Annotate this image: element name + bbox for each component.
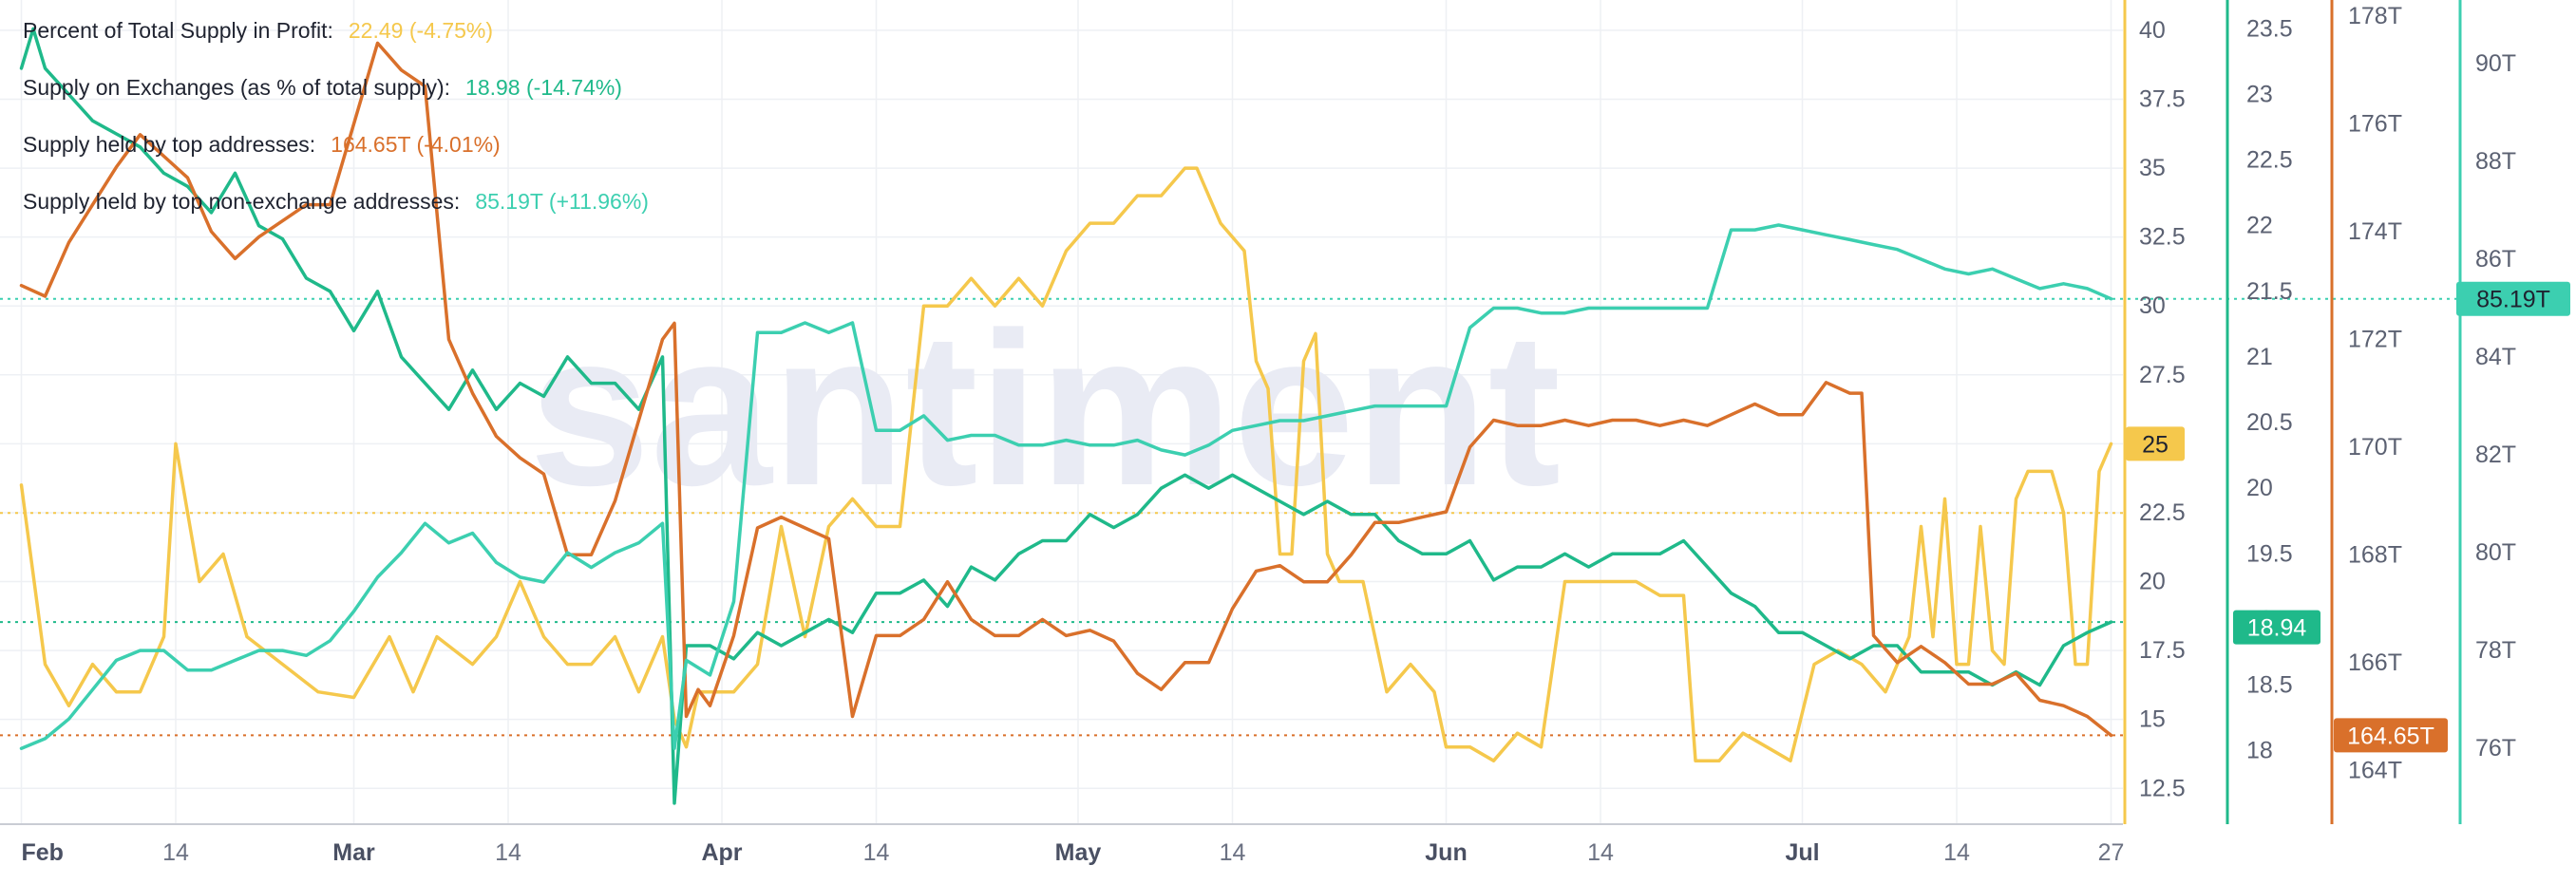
y-tick-label-nonexchange: 88T [2475,148,2516,175]
x-tick-label: Jun [1425,839,1467,866]
y-tick-label-exchanges: 21.5 [2246,278,2293,305]
x-tick-label: Jul [1785,839,1819,866]
legend-value: 22.49 (-4.75%) [348,18,494,43]
series-line-profit [19,166,2113,762]
legend-item-exchanges: Supply on Exchanges (as % of total suppl… [23,75,622,101]
series-line-nonexchange [19,223,2113,750]
y-tick-label-exchanges: 21 [2246,344,2273,370]
legend-label: Supply held by top addresses: [23,132,316,157]
y-tick-label-profit: 17.5 [2139,637,2186,664]
legend-label: Supply on Exchanges (as % of total suppl… [23,75,451,100]
y-tick-label-profit: 35 [2139,155,2166,181]
y-tick-label-top: 176T [2348,110,2402,137]
value-badge-nonexchange: 85.19T [2476,287,2550,313]
y-tick-label-exchanges: 23 [2246,82,2273,108]
y-tick-label-top: 164T [2348,757,2402,783]
legend-value: 164.65T (-4.01%) [331,132,501,157]
legend-item-non-exchange: Supply held by top non-exchange addresse… [23,189,649,215]
y-tick-label-exchanges: 20.5 [2246,409,2293,436]
y-tick-label-nonexchange: 84T [2475,344,2516,370]
y-tick-label-exchanges: 18 [2246,738,2273,764]
legend-value: 18.98 (-14.74%) [465,75,622,100]
y-tick-label-exchanges: 22.5 [2246,147,2293,174]
watermark: santiment [529,287,1561,531]
y-tick-label-exchanges: 22 [2246,213,2273,239]
x-tick-label: Apr [701,839,742,866]
series-line-top [19,41,2113,738]
y-tick-label-exchanges: 18.5 [2246,671,2293,698]
legend-label: Supply held by top non-exchange addresse… [23,189,461,214]
y-tick-label-nonexchange: 78T [2475,637,2516,664]
series-lines [19,27,2113,805]
y-tick-label-exchanges: 23.5 [2246,15,2293,42]
y-tick-label-profit: 22.5 [2139,499,2186,526]
badge-bg-top [2334,718,2448,753]
legend-label: Percent of Total Supply in Profit: [23,18,333,43]
y-tick-label-top: 168T [2348,541,2402,568]
reference-lines [0,297,2465,737]
x-tick-label: Feb [22,839,64,866]
y-tick-label-top: 178T [2348,3,2402,29]
y-tick-label-profit: 40 [2139,17,2166,44]
y-tick-label-profit: 27.5 [2139,362,2186,388]
x-tick-label: 14 [863,839,890,866]
badge-bg-exchanges [2233,610,2320,645]
y-tick-label-nonexchange: 80T [2475,539,2516,566]
y-tick-label-profit: 37.5 [2139,86,2186,113]
axes: 4037.53532.53027.52522.52017.51512.52523… [22,0,2570,866]
x-tick-label: Mar [332,839,375,866]
y-tick-label-nonexchange: 82T [2475,442,2516,468]
legend-value: 85.19T (+11.96%) [475,189,649,214]
x-tick-label: 14 [495,839,521,866]
y-tick-label-profit: 15 [2139,706,2166,733]
legend-item-profit: Percent of Total Supply in Profit: 22.49 … [23,18,493,44]
x-tick-label: 27 [2098,839,2125,866]
x-tick-label: 14 [1220,839,1246,866]
grid [0,0,2123,825]
legend-item-top-addresses: Supply held by top addresses: 164.65T (-4… [23,132,501,158]
y-tick-label-top: 174T [2348,218,2402,245]
x-tick-label: 14 [1587,839,1614,866]
y-tick-label-exchanges: 19.5 [2246,540,2293,567]
x-tick-label: 14 [162,839,189,866]
y-tick-label-top: 172T [2348,326,2402,352]
y-tick-label-profit: 30 [2139,292,2166,319]
badge-bg-profit [2126,426,2185,461]
badge-bg-nonexchange [2456,281,2570,316]
y-tick-label-profit: 32.5 [2139,224,2186,251]
value-badge-profit: 25 [2142,431,2169,458]
y-tick-label-top: 170T [2348,434,2402,461]
y-tick-label-nonexchange: 90T [2475,50,2516,77]
y-tick-label-exchanges: 20 [2246,475,2273,501]
value-badge-top: 164.65T [2347,723,2434,749]
y-tick-label-top: 166T [2348,649,2402,676]
y-tick-label-nonexchange: 76T [2475,735,2516,762]
x-tick-label: 14 [1943,839,1970,866]
value-badge-exchanges: 18.94 [2247,615,2307,642]
series-line-exchanges [19,27,2113,805]
x-tick-label: May [1055,839,1102,866]
y-tick-label-nonexchange: 86T [2475,246,2516,273]
y-tick-label-profit: 12.5 [2139,775,2186,801]
y-tick-label-profit: 20 [2139,569,2166,595]
